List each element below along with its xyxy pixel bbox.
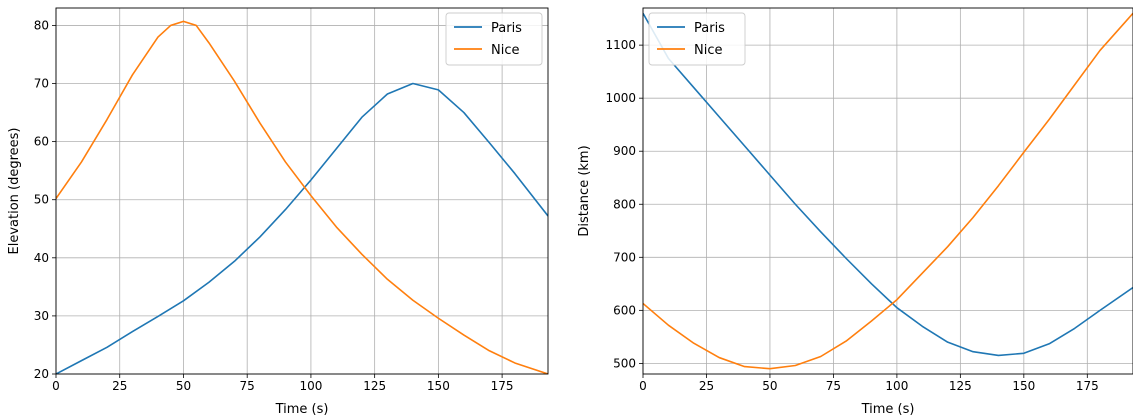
x-tick-label: 75 xyxy=(240,379,255,393)
legend-label-nice: Nice xyxy=(694,43,722,58)
legend-label-paris: Paris xyxy=(491,21,522,36)
legend-box xyxy=(445,12,543,66)
y-tick-label: 70 xyxy=(34,77,49,91)
chart-1: 0 25 50 75 100 125 150 175 20 30 40 50 60 70 80 Time (s… xyxy=(7,7,549,417)
x-tick-label: 150 xyxy=(427,379,450,393)
x-tick-label: 0 xyxy=(52,379,60,393)
x-tick-label: 125 xyxy=(949,379,972,393)
y-tick-label: 30 xyxy=(34,309,49,323)
x-tick-label: 125 xyxy=(363,379,386,393)
y-tick-label: 40 xyxy=(34,251,49,265)
x-tick-label: 25 xyxy=(112,379,127,393)
x-tick-label: 175 xyxy=(491,379,514,393)
series-line-paris xyxy=(643,12,1133,357)
series-line-nice xyxy=(56,20,548,374)
y-tick-label: 50 xyxy=(34,193,49,207)
legend: Paris Nice xyxy=(648,12,746,66)
y-tick-label: 20 xyxy=(34,367,49,381)
x-tick-label: 50 xyxy=(176,379,191,393)
series-line-nice xyxy=(643,12,1133,370)
y-tick-label: 80 xyxy=(34,18,49,32)
y-axis-label: Elevation (degrees) xyxy=(7,128,22,255)
plot-frame xyxy=(642,7,1133,375)
x-tick-label: 75 xyxy=(826,379,841,393)
series-line-paris xyxy=(56,82,548,374)
chart-2: 0 25 50 75 100 125 150 175 500 600 700 800 900 1000 11… xyxy=(577,7,1133,417)
x-axis-label: Time (s) xyxy=(275,402,329,417)
x-tick-label: 100 xyxy=(885,379,908,393)
x-tick-label: 25 xyxy=(699,379,714,393)
y-tick-label: 60 xyxy=(34,135,49,149)
y-tick-label: 1000 xyxy=(605,91,636,105)
x-tick-label: 100 xyxy=(299,379,322,393)
y-tick-label: 1100 xyxy=(605,38,636,52)
x-tick-label: 0 xyxy=(639,379,647,393)
legend-label-nice: Nice xyxy=(491,43,519,58)
y-tick-label: 500 xyxy=(613,356,636,370)
legend-label-paris: Paris xyxy=(694,21,725,36)
legend-box xyxy=(648,12,746,66)
x-tick-label: 150 xyxy=(1012,379,1035,393)
y-tick-label: 800 xyxy=(613,197,636,211)
y-tick-label: 600 xyxy=(613,303,636,317)
y-tick-label: 900 xyxy=(613,144,636,158)
plot-frame xyxy=(55,7,549,375)
y-tick-label: 700 xyxy=(613,250,636,264)
x-axis-label: Time (s) xyxy=(861,402,915,417)
y-axis-label: Distance (km) xyxy=(577,145,592,236)
x-tick-label: 50 xyxy=(762,379,777,393)
x-tick-label: 175 xyxy=(1076,379,1099,393)
legend: Paris Nice xyxy=(445,12,543,66)
